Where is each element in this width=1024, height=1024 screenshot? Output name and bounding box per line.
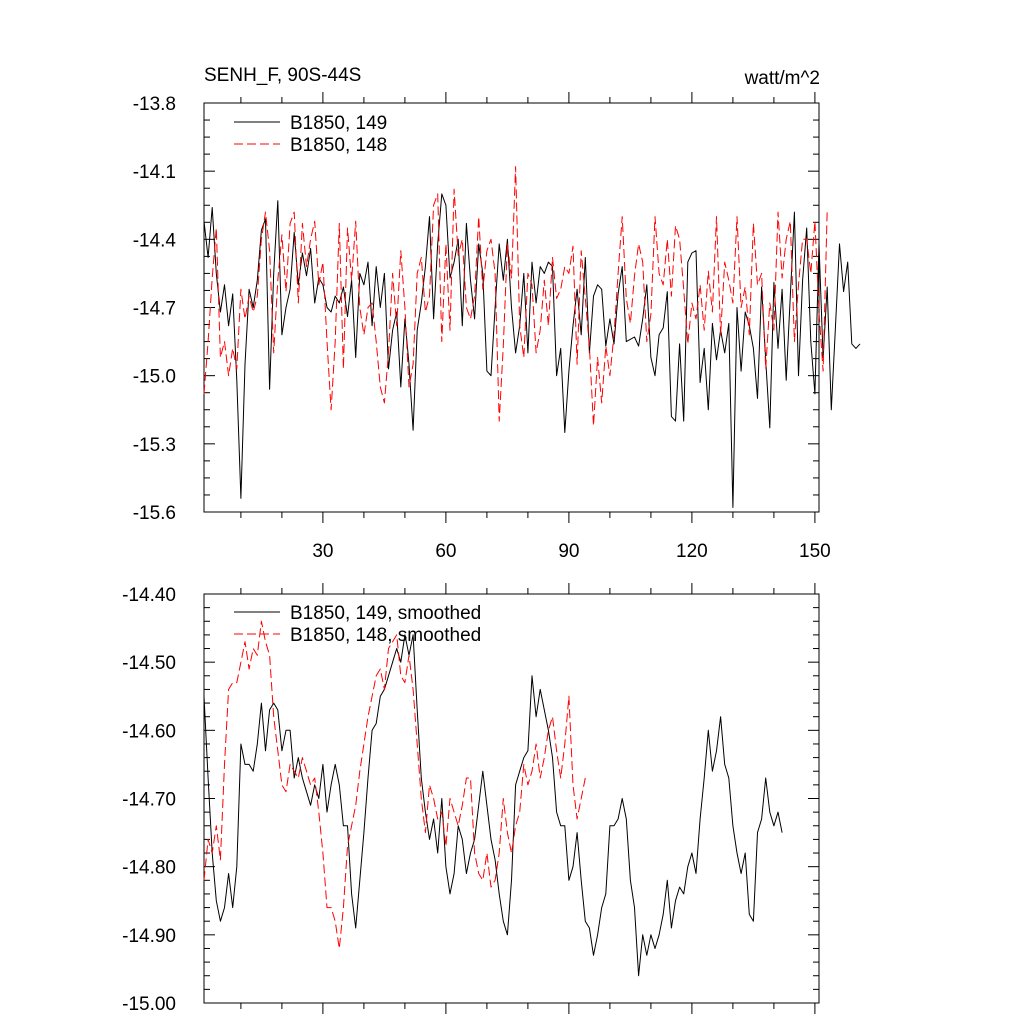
y-tick-label: -15.6 [133,503,176,524]
bottom-panel: -14.40 -14.50 -14.60 -14.70 -14.80 -14.90 -15.… [122,583,820,1015]
legend-label: B1850, 149, smoothed [290,603,481,624]
series-lines [203,620,783,977]
y-tick-label: -14.50 [122,653,176,674]
y-tick-label: -15.3 [133,435,176,456]
x-tick-label: 150 [799,541,831,562]
top-panel: SENH_F, 90S-44S watt/m^2 -13.8 -14.1 -14.4… [133,65,861,562]
y-tick-label: -14.7 [133,299,176,320]
axis-ticks: -14.40 -14.50 -14.60 -14.70 -14.80 -14.90 -15.… [122,583,819,1015]
units-label: watt/m^2 [744,68,820,89]
y-tick-label: -13.8 [133,94,176,115]
y-tick-label: -14.1 [133,162,176,183]
chart-title: SENH_F, 90S-44S [204,65,361,86]
legend-label: B1850, 148, smoothed [290,625,481,646]
x-tick-label: 60 [435,541,456,562]
x-tick-label: 120 [676,541,708,562]
y-tick-label: -14.70 [122,790,176,811]
x-tick-label: 30 [312,541,333,562]
y-tick-label: -15.00 [122,994,176,1015]
legend-label: B1850, 148 [290,135,387,156]
series-line-1 [203,193,861,508]
series-line-2 [203,166,828,427]
y-tick-label: -14.40 [122,585,176,606]
series-line-1 [203,634,783,977]
series-line-2 [203,620,586,949]
y-tick-label: -14.4 [133,230,177,251]
series-lines [203,166,861,508]
y-tick-label: -14.60 [122,721,176,742]
y-tick-label: -14.80 [122,858,176,879]
axis-ticks: -13.8 -14.1 -14.4 -14.7 -15.0 -15.3 -15.6 30 60 9… [133,92,831,562]
x-tick-label: 90 [558,541,579,562]
legend-label: B1850, 149 [290,113,387,134]
y-tick-label: -15.0 [133,367,176,388]
y-tick-label: -14.90 [122,926,176,947]
